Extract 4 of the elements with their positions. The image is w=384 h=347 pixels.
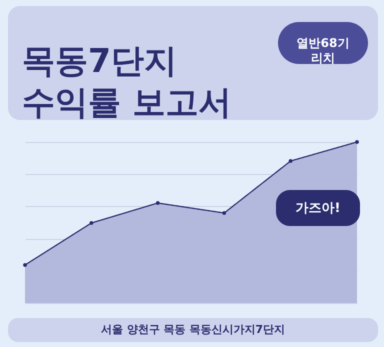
chart-title: 목동7단지 수익률 보고서 bbox=[22, 41, 232, 122]
text: 서울 양천구 목동 목동신시가지7단지 bbox=[100, 323, 286, 336]
annotation: 가즈아! bbox=[296, 201, 340, 216]
text: 열반68기 리치 bbox=[296, 36, 350, 65]
